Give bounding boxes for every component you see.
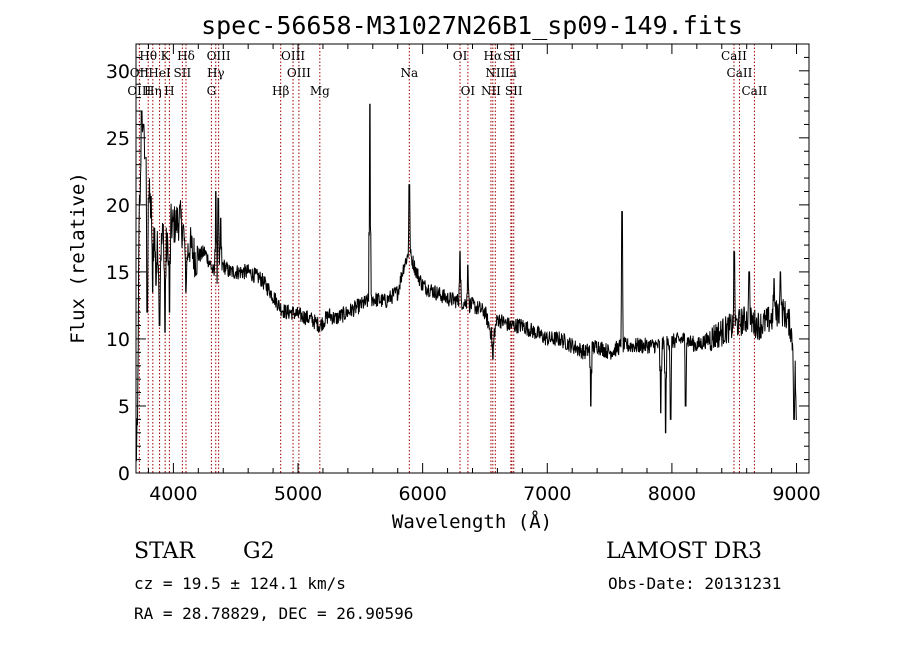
spectral-line-label: Na: [400, 66, 418, 80]
spectral-line-label: Hα: [484, 49, 503, 63]
spectral-line-label: CaII: [741, 84, 767, 98]
x-tick-label: 7000: [523, 483, 571, 505]
spectral-line-label: OI: [453, 49, 468, 63]
spectral-line-label: NII: [485, 66, 505, 80]
spectral-line-label: HeI: [148, 66, 171, 80]
spectral-line-label: OIII: [127, 84, 151, 98]
x-tick-label: 9000: [772, 483, 820, 505]
obs-date-text: Obs-Date: 20131231: [608, 574, 781, 593]
x-tick-label: 5000: [274, 483, 322, 505]
y-tick-label: 10: [106, 329, 130, 351]
coordinates-text: RA = 28.78829, DEC = 26.90596: [134, 604, 413, 623]
spectral-line-label: Hθ: [139, 49, 157, 63]
spectral-line-label: OIII: [207, 49, 231, 63]
spectral-line-label: OIII: [287, 66, 311, 80]
spectral-line-label: Hη: [144, 84, 162, 98]
spectral-line-label: OI: [461, 84, 476, 98]
chart-title: spec-56658-M31027N26B1_sp09-149.fits: [201, 11, 743, 40]
spectral-line-label: Hβ: [272, 84, 289, 98]
y-axis-label: Flux (relative): [67, 172, 89, 344]
y-tick-label: 20: [106, 195, 130, 217]
y-axis-ticks: 0 5 10 15 20 25 30: [106, 43, 809, 485]
spectral-line-label: Mg: [310, 84, 330, 98]
y-tick-label: 30: [106, 61, 130, 83]
spectral-line-label: K: [161, 49, 171, 63]
spectral-line-label: Hδ: [177, 49, 195, 63]
x-tick-label: 8000: [648, 483, 696, 505]
object-class: STAR: [134, 539, 196, 564]
survey-label: LAMOST DR3: [606, 539, 762, 564]
x-axis-ticks: 4000 5000 6000 7000 8000 9000: [147, 44, 821, 505]
x-tick-label: 4000: [149, 483, 197, 505]
spectral-line-label: SII: [503, 49, 521, 63]
y-tick-label: 5: [118, 396, 130, 418]
spectral-line-label: SII: [505, 84, 523, 98]
x-axis-label: Wavelength (Å): [392, 510, 552, 533]
x-tick-label: 6000: [398, 483, 446, 505]
spectral-line-label: Li: [505, 66, 517, 80]
y-tick-label: 15: [106, 262, 130, 284]
redshift-text: cz = 19.5 ± 124.1 km/s: [134, 574, 346, 593]
spectral-line-label: OIII: [281, 49, 305, 63]
spectral-line-label: CaII: [721, 49, 747, 63]
spectral-line-label: H: [164, 84, 174, 98]
spectrum-line: [135, 103, 797, 462]
object-subclass: G2: [243, 539, 275, 564]
spectral-line-markers: [138, 44, 755, 473]
y-tick-label: 25: [106, 128, 130, 150]
spectral-line-label: G: [207, 84, 217, 98]
spectral-line-label: OII: [130, 66, 150, 80]
spectral-line-label: Hγ: [207, 66, 225, 80]
spectral-line-label: CaII: [727, 66, 753, 80]
spectral-line-label: NII: [481, 84, 501, 98]
plot-frame: [135, 43, 810, 474]
y-tick-label: 0: [118, 463, 130, 485]
spectral-line-label: SII: [174, 66, 192, 80]
